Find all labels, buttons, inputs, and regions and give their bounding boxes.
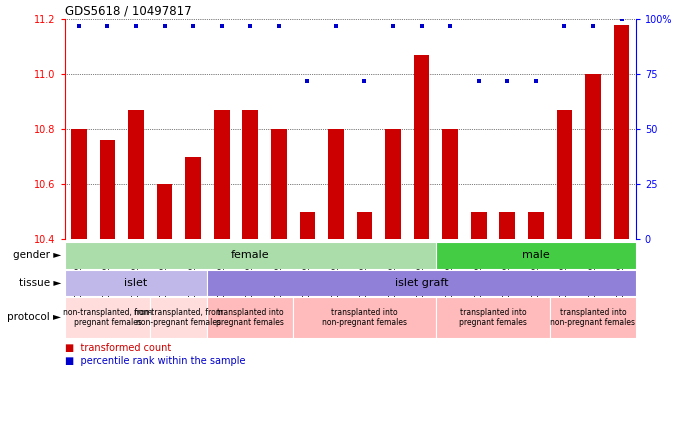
Bar <box>207 297 293 338</box>
Text: transplanted into
pregnant females: transplanted into pregnant females <box>216 308 284 327</box>
Bar <box>436 297 550 338</box>
Bar <box>413 55 430 239</box>
Point <box>330 22 341 29</box>
Text: male: male <box>522 250 549 261</box>
Text: transplanted into
pregnant females: transplanted into pregnant females <box>459 308 527 327</box>
Bar <box>71 129 87 239</box>
Bar <box>214 110 230 239</box>
Bar <box>585 74 601 239</box>
Point <box>588 22 598 29</box>
Point <box>102 22 113 29</box>
Text: transplanted into
non-pregnant females: transplanted into non-pregnant females <box>551 308 635 327</box>
Text: transplanted into
non-pregnant females: transplanted into non-pregnant females <box>322 308 407 327</box>
Point <box>388 22 398 29</box>
Text: non-transplanted, from
non-pregnant females: non-transplanted, from non-pregnant fema… <box>134 308 224 327</box>
Bar <box>556 110 573 239</box>
Bar <box>242 110 258 239</box>
Text: GDS5618 / 10497817: GDS5618 / 10497817 <box>65 5 191 18</box>
Bar <box>99 140 116 239</box>
Point <box>245 22 256 29</box>
Bar <box>271 129 287 239</box>
Point <box>559 22 570 29</box>
Bar <box>65 270 207 296</box>
Text: tissue ►: tissue ► <box>19 278 61 288</box>
Bar <box>442 129 458 239</box>
Point <box>616 16 627 22</box>
Text: protocol ►: protocol ► <box>7 313 61 322</box>
Point <box>502 77 513 84</box>
Point <box>359 77 370 84</box>
Bar <box>499 212 515 239</box>
Bar <box>128 110 144 239</box>
Text: islet: islet <box>124 278 148 288</box>
Bar <box>385 129 401 239</box>
Text: gender ►: gender ► <box>13 250 61 261</box>
Point <box>131 22 141 29</box>
Bar <box>299 212 316 239</box>
Bar <box>328 129 344 239</box>
Bar <box>293 297 436 338</box>
Bar <box>528 212 544 239</box>
Point <box>216 22 227 29</box>
Text: islet graft: islet graft <box>395 278 448 288</box>
Point <box>473 77 484 84</box>
Bar <box>156 184 173 239</box>
Text: ■  percentile rank within the sample: ■ percentile rank within the sample <box>65 356 245 366</box>
Point <box>302 77 313 84</box>
Bar <box>613 25 630 239</box>
Point <box>159 22 170 29</box>
Bar <box>356 212 373 239</box>
Bar <box>436 242 636 269</box>
Bar <box>471 212 487 239</box>
Bar <box>65 242 436 269</box>
Point <box>73 22 84 29</box>
Bar <box>65 297 150 338</box>
Point <box>273 22 284 29</box>
Text: female: female <box>231 250 269 261</box>
Point <box>530 77 541 84</box>
Bar <box>185 157 201 239</box>
Point <box>416 22 427 29</box>
Bar <box>207 270 636 296</box>
Point <box>445 22 456 29</box>
Bar <box>550 297 636 338</box>
Text: ■  transformed count: ■ transformed count <box>65 343 171 353</box>
Point <box>188 22 199 29</box>
Text: non-transplanted, from
pregnant females: non-transplanted, from pregnant females <box>63 308 152 327</box>
Bar <box>150 297 207 338</box>
